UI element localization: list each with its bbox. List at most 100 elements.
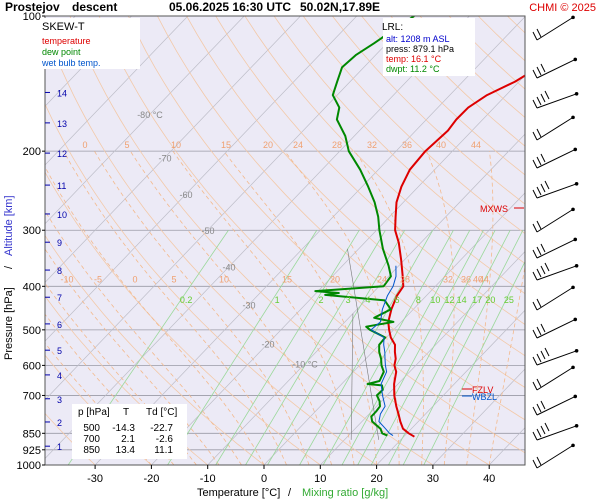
wind-barb-dot bbox=[574, 182, 579, 186]
wind-barb bbox=[532, 262, 579, 281]
lrl-info-box: LRL: alt: 1208 m ASL press: 879.1 hPa te… bbox=[382, 18, 475, 76]
wind-barb-staff bbox=[536, 93, 577, 109]
dry-adiabat bbox=[537, 16, 600, 465]
mixing-ratio-line bbox=[267, 230, 406, 465]
wind-barb-flag bbox=[536, 326, 542, 336]
table-cell: -2.6 bbox=[156, 434, 174, 445]
wind-barb-dot bbox=[574, 424, 579, 428]
dry-adiabat bbox=[332, 16, 525, 205]
isotherm-line bbox=[207, 133, 525, 465]
lrl-reference-line bbox=[350, 313, 354, 440]
wind-barb-flag bbox=[540, 265, 546, 275]
y-tick-label: 700 bbox=[23, 390, 41, 402]
dry-adiabat bbox=[302, 16, 525, 235]
y-tick-label: 925 bbox=[23, 445, 41, 457]
moist-adiabat bbox=[130, 150, 332, 465]
wind-barb-staff bbox=[536, 350, 577, 366]
altitude-tick-label: 5 bbox=[57, 346, 62, 356]
wind-barb bbox=[532, 207, 575, 233]
moist-label: 24 bbox=[293, 140, 303, 150]
wind-barb-flag bbox=[532, 301, 538, 311]
moist-label: 15 bbox=[282, 274, 292, 284]
lrl-dewpoint: dwpt: 11.2 °C bbox=[386, 64, 440, 74]
wind-barb-flag bbox=[540, 93, 546, 103]
table-cell: 2.1 bbox=[121, 434, 135, 445]
table-cell: -22.7 bbox=[150, 423, 173, 434]
table-cell: 850 bbox=[83, 445, 100, 456]
wind-barb-flag bbox=[540, 153, 546, 163]
moist-label: -10 bbox=[60, 274, 73, 284]
moist-label: 44 bbox=[471, 140, 481, 150]
moist-label: 44 bbox=[479, 274, 489, 284]
y-axis-title: Pressure [hPa] / Altitude [km] bbox=[3, 195, 15, 360]
altitude-tick-label: 2 bbox=[57, 418, 62, 428]
altitude-tick-label: 4 bbox=[57, 371, 62, 381]
wind-barb-flag bbox=[544, 180, 550, 190]
moist-adiabat bbox=[172, 150, 355, 465]
wind-barb-flag bbox=[536, 378, 542, 388]
moist-label: 5 bbox=[124, 140, 129, 150]
mixing-ratio-label: 12 bbox=[444, 295, 454, 305]
chart-series bbox=[314, 16, 525, 438]
table-header-pressure: p [hPa] bbox=[78, 407, 110, 418]
isotherm-line bbox=[45, 16, 189, 166]
x-tick-label: -10 bbox=[200, 473, 216, 485]
isotherm-line bbox=[320, 251, 525, 465]
table-row: 850 13.4 11.1 bbox=[83, 445, 173, 456]
mixing-ratio-line bbox=[245, 230, 386, 465]
wind-barb-flag bbox=[536, 353, 542, 363]
wind-barb-flag bbox=[536, 186, 542, 196]
wind-barb-staff bbox=[536, 238, 576, 259]
mixing-ratio-label: 3 bbox=[346, 295, 351, 305]
moist-adiabat bbox=[466, 151, 494, 465]
dry-adiabat bbox=[45, 103, 377, 465]
moist-adiabat bbox=[354, 150, 424, 465]
wind-barb bbox=[532, 90, 579, 109]
wind-barb-flag bbox=[532, 329, 538, 339]
wind-barb-staff bbox=[536, 366, 574, 391]
moist-label: 36 bbox=[461, 274, 471, 284]
isotherm-line bbox=[45, 16, 470, 460]
wind-barb bbox=[532, 365, 575, 391]
y-tick-label: 850 bbox=[23, 428, 41, 440]
moist-label: 32 bbox=[367, 140, 377, 150]
lrl-title: LRL: bbox=[382, 22, 403, 33]
wind-barb-flag bbox=[536, 220, 542, 230]
wind-barb-flag bbox=[532, 223, 538, 233]
wind-barb bbox=[532, 180, 579, 199]
dry-adiabat bbox=[595, 16, 600, 465]
wind-barb-staff bbox=[536, 16, 574, 41]
wind-barb-flag bbox=[532, 356, 538, 366]
y-tick-label: 200 bbox=[23, 146, 41, 158]
wind-barb-flag bbox=[540, 323, 546, 333]
lrl-pressure: press: 879.1 hPa bbox=[386, 44, 454, 54]
lrl-reference-line bbox=[347, 248, 380, 440]
moist-label: 0 bbox=[132, 274, 137, 284]
moist-adiabat bbox=[45, 166, 265, 465]
wind-barb-dot bbox=[574, 349, 579, 353]
x-tick-label: 40 bbox=[483, 473, 495, 485]
moist-label: 36 bbox=[402, 140, 412, 150]
isotherm-label: -50 bbox=[201, 226, 214, 236]
wind-barb-dot bbox=[571, 15, 575, 20]
isotherm-line bbox=[376, 309, 525, 465]
x-axis-separator: / bbox=[288, 487, 292, 499]
wbzl-label: WBZL bbox=[472, 392, 497, 402]
dry-adiabat bbox=[157, 16, 525, 388]
table-cell: -14.3 bbox=[112, 423, 135, 434]
moist-adiabat bbox=[94, 150, 310, 465]
chart-grid bbox=[45, 16, 600, 465]
legend-title: SKEW-T bbox=[42, 21, 85, 33]
isotherm-line bbox=[151, 74, 525, 465]
wind-barb-flag bbox=[540, 425, 546, 435]
wind-barb-dot bbox=[573, 237, 578, 242]
wind-barb-flag bbox=[544, 90, 550, 100]
altitude-tick-label: 9 bbox=[57, 238, 62, 248]
wind-barb-flag bbox=[536, 456, 542, 466]
x-tick-label: 20 bbox=[370, 473, 382, 485]
legend-dew-point: dew point bbox=[42, 47, 81, 57]
moist-label: -5 bbox=[94, 274, 102, 284]
wind-barb-flag bbox=[536, 66, 542, 76]
wind-barb-dot bbox=[573, 147, 578, 152]
isotherm-line bbox=[45, 16, 358, 342]
